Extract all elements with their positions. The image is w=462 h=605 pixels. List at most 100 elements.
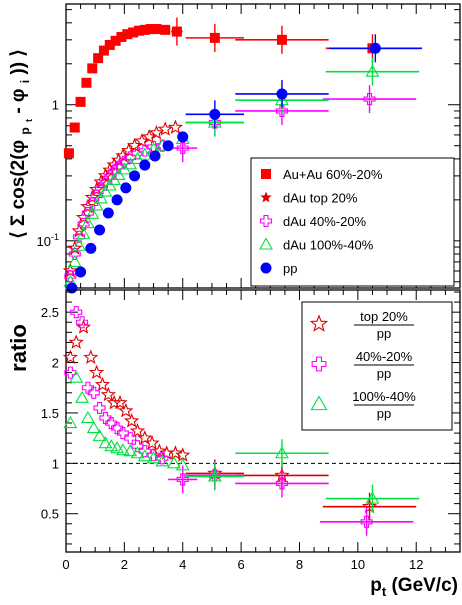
data-point <box>98 45 109 56</box>
x-tick-label: 6 <box>237 557 244 572</box>
legend-denominator: pp <box>377 406 391 421</box>
xlabel-sub: t <box>382 584 387 599</box>
data-point <box>63 148 74 159</box>
data-point <box>94 224 106 236</box>
legend-marker <box>261 169 271 179</box>
data-point <box>87 386 100 399</box>
bottom-panel: 0 2 4 6 8 10 12 0.5 1 1.5 2 2.5 top 20% pp 40%-20% pp 10… <box>41 289 461 572</box>
ylabel-end: ⟩ <box>8 49 29 56</box>
legend-numerator: 100%-40% <box>352 389 416 404</box>
data-point <box>138 445 151 458</box>
ylabel-minus: - φ <box>8 88 29 113</box>
data-point <box>102 207 114 219</box>
data-point <box>68 334 84 349</box>
legend-marker <box>309 314 329 332</box>
data-point <box>275 104 289 118</box>
data-point <box>156 452 169 465</box>
bottom-panel-frame <box>65 289 461 553</box>
data-point <box>177 131 189 143</box>
data-point <box>139 159 151 171</box>
x-tick-label: 2 <box>121 557 128 572</box>
legend-denominator: pp <box>377 326 391 341</box>
legend-numerator: top 20% <box>360 309 408 324</box>
data-point <box>129 170 141 182</box>
data-point <box>84 189 100 205</box>
data-point <box>83 349 99 364</box>
data-point <box>361 498 378 514</box>
data-point <box>171 26 182 37</box>
data-point <box>69 122 80 133</box>
data-point <box>162 140 174 152</box>
data-point <box>128 27 139 38</box>
data-point <box>63 415 78 429</box>
top-legend: Au+Au 60%-20% dAu top 20% dAu 40%-20% dAu 1… <box>250 157 455 287</box>
y-tick-label: 1 <box>52 456 59 471</box>
data-point <box>365 64 380 77</box>
data-point <box>176 142 189 155</box>
data-point <box>76 227 91 240</box>
data-point <box>75 96 86 107</box>
bottom-legend: top 20% pp 40%-20% pp 100%-40% pp <box>301 301 453 431</box>
data-point <box>110 35 121 46</box>
data-point <box>167 119 184 135</box>
data-point <box>167 445 184 460</box>
data-point <box>93 174 109 189</box>
data-point <box>130 446 145 459</box>
x-tick-label: 12 <box>409 557 423 572</box>
data-point <box>80 410 95 424</box>
ylabel-sub-t: t <box>24 119 34 122</box>
data-point <box>89 198 104 211</box>
ylabel-sum: Σ cos(2(φ <box>8 140 29 226</box>
data-point <box>148 124 165 140</box>
data-point <box>133 25 144 36</box>
data-point <box>62 262 79 278</box>
data-point <box>146 451 161 464</box>
data-point <box>116 31 127 42</box>
y-tick-label: 2.5 <box>41 305 59 320</box>
legend-marker <box>260 191 272 203</box>
data-point <box>93 401 106 414</box>
svg-text:⟨ Σ cos(2(φ p: ⟨ Σ cos(2(φ p t - φ i )) ⟩ <box>8 49 37 239</box>
data-point <box>94 191 108 204</box>
top-panel-ylabel: ⟨ Σ cos(2(φ p t - φ i )) ⟩ <box>8 49 37 239</box>
data-point <box>276 88 288 100</box>
data-point <box>104 439 119 452</box>
data-point <box>104 39 115 50</box>
y-tick-label: 2 <box>52 356 59 371</box>
legend-numerator: 40%-20% <box>356 349 413 364</box>
data-point <box>111 194 123 206</box>
legend-denominator: pp <box>377 366 391 381</box>
legend-label: pp <box>283 261 297 276</box>
legend-marker <box>259 214 273 228</box>
data-point <box>145 24 156 35</box>
data-point <box>207 469 222 482</box>
data-point <box>94 376 111 392</box>
data-point <box>64 270 77 283</box>
data-point <box>105 416 118 430</box>
data-point <box>115 443 130 456</box>
data-point <box>75 319 92 334</box>
series-bottom-100-40- <box>63 370 420 513</box>
data-point <box>175 458 190 471</box>
series-top-au-au-60-20- <box>63 17 420 159</box>
data-point <box>155 454 170 467</box>
legend-box <box>301 301 453 431</box>
data-point <box>363 93 376 106</box>
y-tick-label-base: 10 <box>37 234 51 249</box>
data-point <box>85 242 97 254</box>
data-point <box>110 441 125 454</box>
y-tick-label: 1.5 <box>41 406 59 421</box>
data-point <box>124 412 140 428</box>
legend-marker <box>260 262 272 274</box>
data-point <box>151 24 162 35</box>
data-point <box>130 151 145 164</box>
data-point <box>122 29 133 40</box>
x-axis-label: pt (GeV/c) <box>370 575 458 599</box>
xlabel-p: p <box>370 575 382 596</box>
data-point <box>80 198 96 214</box>
data-point <box>112 394 128 410</box>
x-tick-label: 8 <box>296 557 303 572</box>
data-point <box>67 254 82 267</box>
data-point <box>123 444 138 457</box>
